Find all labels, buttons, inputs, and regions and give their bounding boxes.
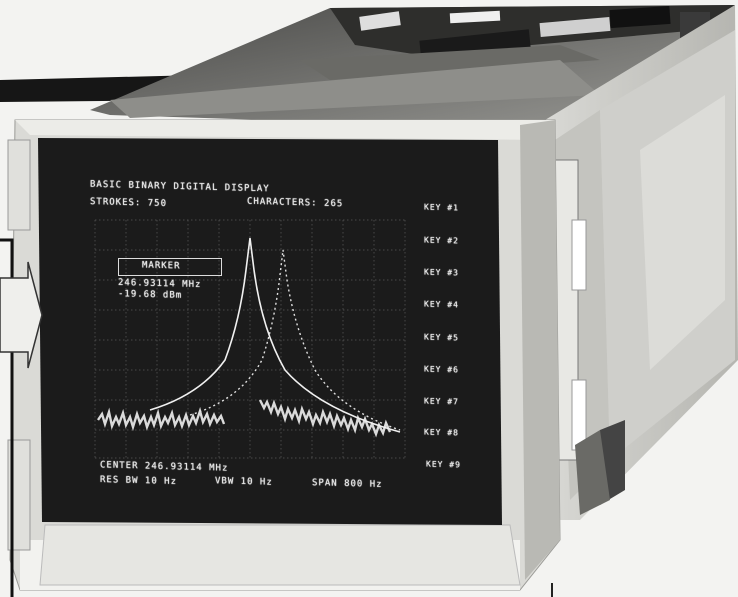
marker-level: -19.68 dBm bbox=[118, 289, 183, 301]
chassis-top bbox=[90, 5, 735, 130]
strokes-readout: STROKES: 750 bbox=[90, 196, 168, 210]
softkey-2[interactable]: KEY #2 bbox=[424, 235, 459, 246]
softkey-5[interactable]: KEY #5 bbox=[424, 332, 459, 343]
left-arrow bbox=[0, 238, 43, 597]
softkey-6[interactable]: KEY #6 bbox=[424, 364, 459, 375]
softkey-3[interactable]: KEY #3 bbox=[424, 267, 459, 278]
marker-label: MARKER bbox=[142, 260, 181, 272]
signal-peak-2 bbox=[189, 249, 401, 431]
softkey-1[interactable]: KEY #1 bbox=[424, 202, 459, 213]
marker-box bbox=[118, 258, 222, 276]
softkey-9[interactable]: KEY #9 bbox=[426, 459, 461, 470]
video-bandwidth: VBW 10 Hz bbox=[215, 476, 273, 488]
crt-screen bbox=[38, 138, 502, 525]
span-readout: SPAN 800 Hz bbox=[312, 478, 383, 490]
softkey-8[interactable]: KEY #8 bbox=[424, 427, 459, 438]
noise-floor bbox=[97, 399, 392, 438]
signal-peak-1 bbox=[149, 237, 401, 433]
resolution-bandwidth: RES BW 10 Hz bbox=[100, 474, 178, 488]
marker-frequency: 246.93114 MHz bbox=[118, 277, 202, 291]
softkey-4[interactable]: KEY #4 bbox=[424, 299, 459, 310]
softkey-7[interactable]: KEY #7 bbox=[424, 396, 459, 407]
chassis-side bbox=[545, 5, 738, 520]
